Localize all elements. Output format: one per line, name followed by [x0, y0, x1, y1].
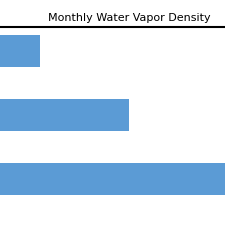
Bar: [0, 35, 40, 67]
Bar: [0, 163, 225, 195]
Bar: [0, 99, 129, 131]
Title: Monthly Water Vapor Density: Monthly Water Vapor Density: [48, 14, 211, 23]
